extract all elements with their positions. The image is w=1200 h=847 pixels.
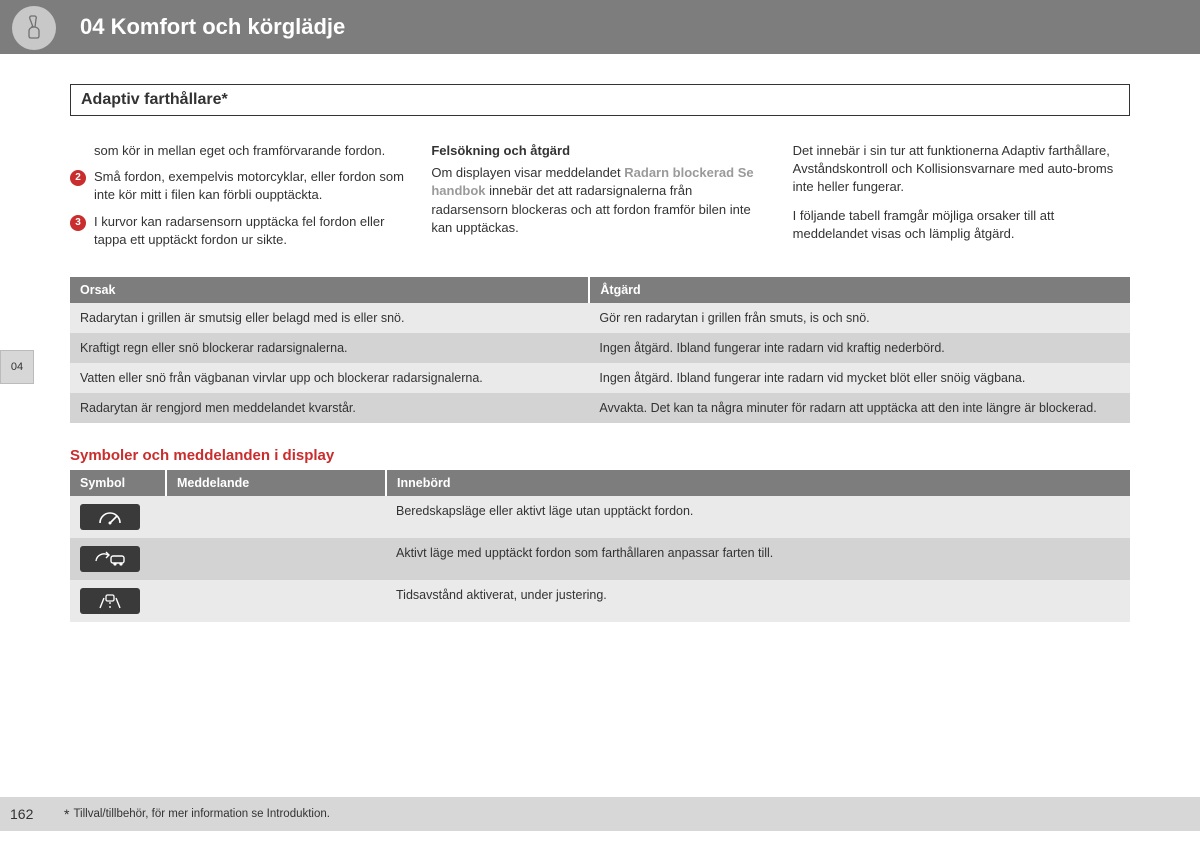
t1-header-action: Åtgärd [589,277,1130,303]
troubleshoot-table: Orsak Åtgärd Radarytan i grillen är smut… [70,277,1130,423]
page-number: 162 [10,806,64,822]
col2-body: Om displayen visar meddelandet Radarn bl… [431,164,768,237]
column-3: Det innebär i sin tur att funktionerna A… [793,142,1130,257]
list-bullet-2-icon: 2 [70,170,86,186]
footnote-star-icon: * [64,806,69,822]
table-row: Tidsavstånd aktiverat, under justering. [70,580,1130,622]
car-arrow-icon [80,546,140,572]
intro-columns: som kör in mellan eget och framförvarand… [70,142,1130,257]
table-row: Kraftigt regn eller snö blockerar radars… [70,333,1130,363]
symbols-table: Symbol Meddelande Innebörd Beredskapsläg… [70,470,1130,622]
chapter-title: 04 Komfort och körglädje [80,14,345,40]
column-1: som kör in mellan eget och framförvarand… [70,142,407,257]
t1-header-cause: Orsak [70,277,589,303]
table-row: Radarytan är rengjord men meddelandet kv… [70,393,1130,423]
t2-header-meaning: Innebörd [386,470,1130,496]
car-lane-icon [80,588,140,614]
column-2: Felsökning och åtgärd Om displayen visar… [431,142,768,257]
table-row: Radarytan i grillen är smutsig eller bel… [70,303,1130,333]
table-row: Aktivt läge med upptäckt fordon som fart… [70,538,1130,580]
gauge-icon [80,504,140,530]
chapter-header: 04 Komfort och körglädje [0,0,1200,54]
col1-intro: som kör in mellan eget och framförvarand… [94,143,385,158]
section-subtitle: Adaptiv farthållare* [70,84,1130,116]
col1-item-2: Små fordon, exempelvis motorcyklar, elle… [94,169,404,202]
t2-header-symbol: Symbol [70,470,166,496]
side-chapter-tab: 04 [0,350,34,384]
col2-heading: Felsökning och åtgärd [431,142,768,160]
symbols-heading: Symboler och meddelanden i display [70,447,1130,464]
seat-icon [12,6,56,50]
table-row: Vatten eller snö från vägbanan virvlar u… [70,363,1130,393]
t2-header-message: Meddelande [166,470,386,496]
footnote-text: Tillval/tillbehör, för mer information s… [73,808,330,820]
col3-p1: Det innebär i sin tur att funktionerna A… [793,142,1130,197]
table-row: Beredskapsläge eller aktivt läge utan up… [70,496,1130,538]
col1-item-3: I kurvor kan radarsensorn upptäcka fel f… [94,214,385,247]
list-bullet-3-icon: 3 [70,215,86,231]
page-footer: 162 * Tillval/tillbehör, för mer informa… [0,797,1200,831]
col3-p2: I följande tabell framgår möjliga orsake… [793,207,1130,243]
